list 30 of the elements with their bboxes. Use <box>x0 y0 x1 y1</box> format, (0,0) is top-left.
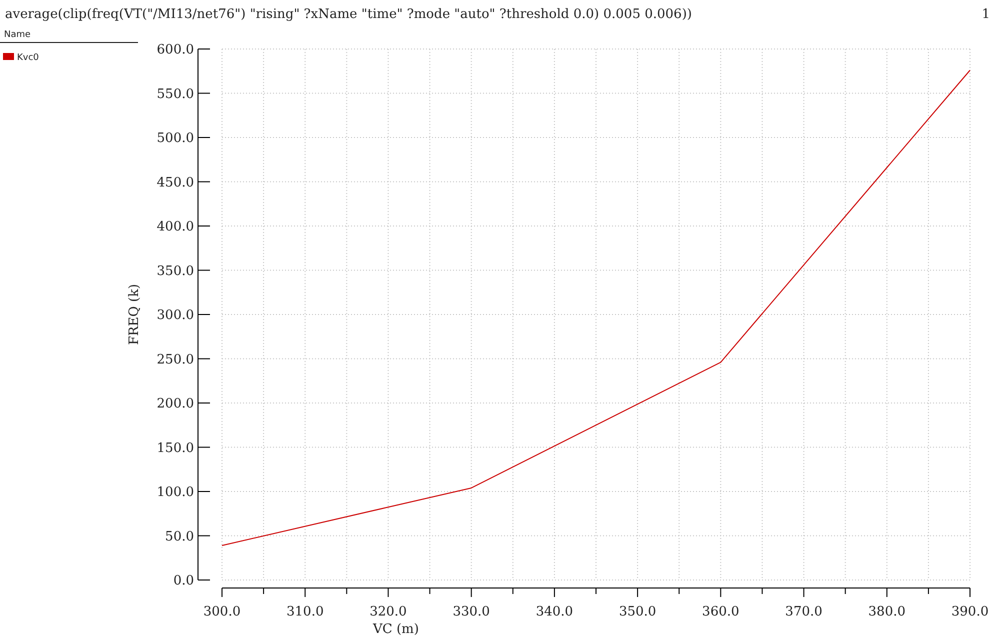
x-tick-label: 370.0 <box>785 604 822 620</box>
x-tick-label: 380.0 <box>868 604 906 620</box>
legend-label: Kvc0 <box>17 53 40 63</box>
y-tick-label: 50.0 <box>165 529 194 544</box>
x-tick-label: 330.0 <box>452 604 490 620</box>
y-tick-label: 500.0 <box>156 131 194 146</box>
y-tick-label: 200.0 <box>156 396 194 412</box>
y-tick-label: 250.0 <box>156 352 194 368</box>
y-tick-label: 600.0 <box>156 42 194 58</box>
x-tick-label: 360.0 <box>702 604 740 620</box>
legend-title: Name <box>4 30 32 40</box>
x-tick-label: 320.0 <box>370 604 407 620</box>
chart-title: average(clip(freq(VT("/MI13/net76") "rising" ?xName "time" ?mode "auto" ?threshold 0.0) 0.005 0.006)) <box>5 7 692 22</box>
y-tick-label: 150.0 <box>156 440 194 456</box>
x-tick-label: 310.0 <box>286 604 324 620</box>
y-tick-label: 300.0 <box>156 308 194 324</box>
y-tick-label: 550.0 <box>156 86 194 102</box>
x-tick-label: 300.0 <box>203 604 241 620</box>
line-series <box>222 70 970 546</box>
x-axis-title: VC (m) <box>372 622 419 637</box>
y-tick-label: 400.0 <box>156 220 194 235</box>
y-tick-label: 100.0 <box>156 485 194 500</box>
x-tick-label: 350.0 <box>618 604 656 620</box>
y-tick-label: 450.0 <box>156 175 194 190</box>
text: 1 <box>982 7 990 22</box>
x-tick-label: 340.0 <box>536 604 574 620</box>
x-tick-label: 390.0 <box>951 604 989 620</box>
y-tick-label: 350.0 <box>156 264 194 279</box>
y-axis-title: FREQ (k) <box>127 284 142 346</box>
y-tick-label: 0.0 <box>173 574 194 589</box>
